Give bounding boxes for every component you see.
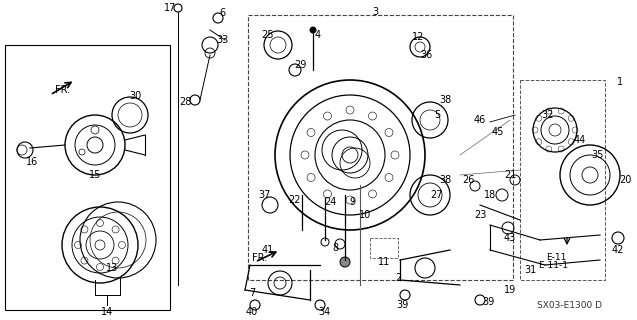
Text: 40: 40 (246, 307, 258, 317)
Text: 44: 44 (574, 135, 586, 145)
Text: 46: 46 (474, 115, 486, 125)
Text: E-11: E-11 (546, 253, 566, 262)
Text: 41: 41 (262, 245, 274, 255)
Text: 25: 25 (262, 30, 275, 40)
Text: E 11-1: E 11-1 (540, 261, 568, 270)
Bar (5, 45, 170, 310)
Text: 32: 32 (542, 110, 554, 120)
Bar (370, 238, 398, 258)
Text: 2: 2 (395, 273, 401, 283)
Text: 9: 9 (349, 197, 355, 207)
Text: 29: 29 (294, 60, 306, 70)
Circle shape (310, 27, 316, 33)
Text: 38: 38 (439, 95, 451, 105)
Text: 33: 33 (216, 35, 228, 45)
Text: 24: 24 (324, 197, 336, 207)
Text: 7: 7 (249, 288, 255, 298)
Text: 21: 21 (504, 170, 516, 180)
Text: 6: 6 (219, 8, 225, 18)
Bar (248, 15, 513, 280)
Text: 10: 10 (359, 210, 371, 220)
Text: 3: 3 (372, 7, 378, 17)
Text: 8: 8 (332, 243, 338, 253)
Text: 37: 37 (259, 190, 271, 200)
Text: 39: 39 (482, 297, 494, 307)
Text: 22: 22 (289, 195, 301, 205)
Bar (520, 80, 605, 280)
Text: 1: 1 (617, 77, 623, 87)
Text: 23: 23 (474, 210, 486, 220)
Circle shape (340, 257, 350, 267)
Text: 31: 31 (524, 265, 536, 275)
Text: 15: 15 (89, 170, 101, 180)
Text: 39: 39 (396, 300, 408, 310)
Text: 5: 5 (434, 110, 440, 120)
Text: FR.: FR. (252, 253, 268, 263)
Text: 38: 38 (439, 175, 451, 185)
Text: 12: 12 (412, 32, 424, 42)
Text: 28: 28 (179, 97, 191, 107)
Text: 34: 34 (318, 307, 330, 317)
Text: 45: 45 (492, 127, 505, 137)
Text: 18: 18 (484, 190, 496, 200)
Text: 11: 11 (378, 257, 390, 267)
Text: 14: 14 (101, 307, 113, 317)
Text: 35: 35 (592, 150, 604, 160)
Text: 26: 26 (462, 175, 474, 185)
Text: 16: 16 (26, 157, 38, 167)
Text: 30: 30 (129, 91, 141, 101)
Text: 17: 17 (164, 3, 176, 13)
Text: 36: 36 (420, 50, 432, 60)
Text: 20: 20 (619, 175, 631, 185)
Text: 13: 13 (106, 263, 118, 273)
Text: FR.: FR. (55, 85, 70, 95)
Text: 19: 19 (504, 285, 516, 295)
Text: 43: 43 (504, 233, 516, 243)
Text: 42: 42 (612, 245, 624, 255)
Text: 27: 27 (431, 190, 443, 200)
Text: SX03-E1300 D: SX03-E1300 D (538, 300, 603, 309)
Text: 4: 4 (315, 30, 321, 40)
